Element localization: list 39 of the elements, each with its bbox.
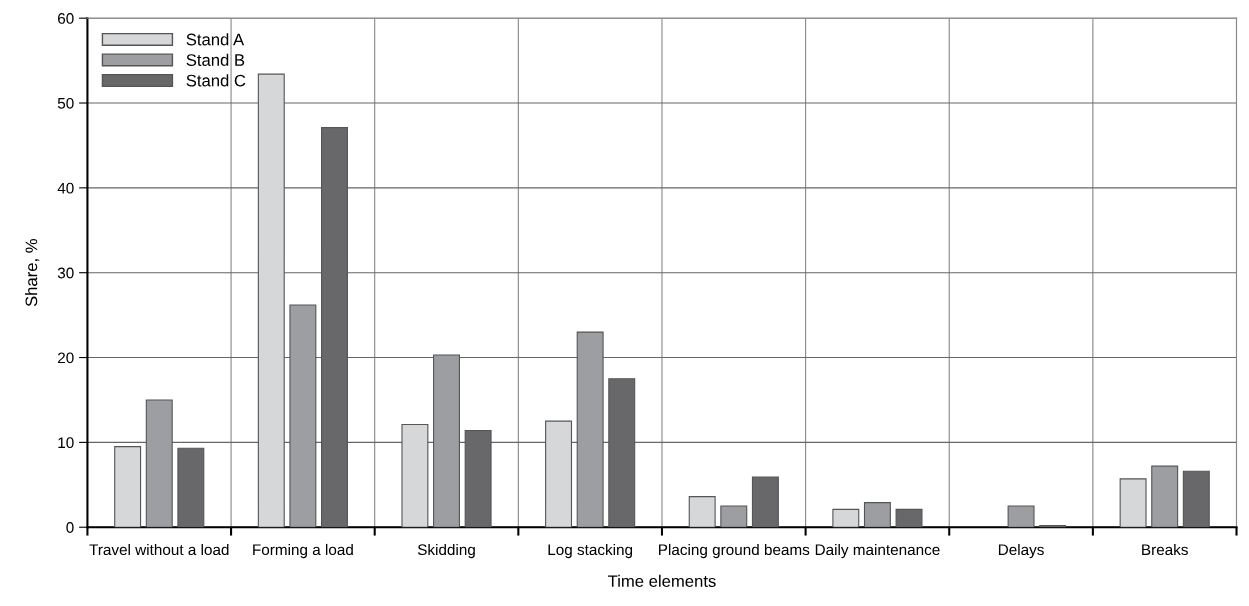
x-tick-label: Placing ground beams <box>659 543 810 559</box>
legend-label: Stand A <box>186 33 245 46</box>
legend-label: Stand C <box>186 74 246 87</box>
bar <box>751 476 779 528</box>
x-tick-label: Forming a load <box>253 543 353 559</box>
bar <box>257 73 285 528</box>
bar <box>1182 470 1210 528</box>
y-tick-label: 10 <box>58 437 74 449</box>
bar <box>289 304 317 528</box>
bar <box>145 399 173 528</box>
y-tick-label: 0 <box>66 522 74 533</box>
bar <box>720 505 748 528</box>
bar <box>1007 505 1035 528</box>
x-axis-title: Time elements <box>608 574 716 588</box>
x-tick-label: Travel without a load <box>89 543 229 556</box>
bar <box>433 354 460 528</box>
bar <box>832 508 860 528</box>
y-axis-title: Share, % <box>25 239 40 307</box>
x-tick-label: Skidding <box>417 543 475 559</box>
y-tick-label: 50 <box>57 97 74 109</box>
x-tick-label: Log stacking <box>548 543 633 559</box>
y-tick-label: 20 <box>58 352 74 364</box>
bar <box>114 446 142 528</box>
bar <box>688 496 716 528</box>
bar <box>545 420 573 528</box>
y-tick-label: 60 <box>58 13 74 24</box>
bar <box>177 447 205 528</box>
y-tick-label: 30 <box>57 267 74 279</box>
y-tick-label: 40 <box>57 182 74 194</box>
bar <box>895 508 923 528</box>
bar <box>401 424 429 528</box>
legend-label: Stand B <box>186 53 245 66</box>
bar <box>863 502 891 528</box>
bar <box>1151 465 1179 528</box>
x-tick-label: Daily maintenance <box>815 543 940 559</box>
x-tick-label: Delays <box>998 543 1044 559</box>
bar <box>576 331 604 528</box>
x-tick-label: Breaks <box>1142 543 1188 556</box>
bar <box>1119 478 1147 528</box>
